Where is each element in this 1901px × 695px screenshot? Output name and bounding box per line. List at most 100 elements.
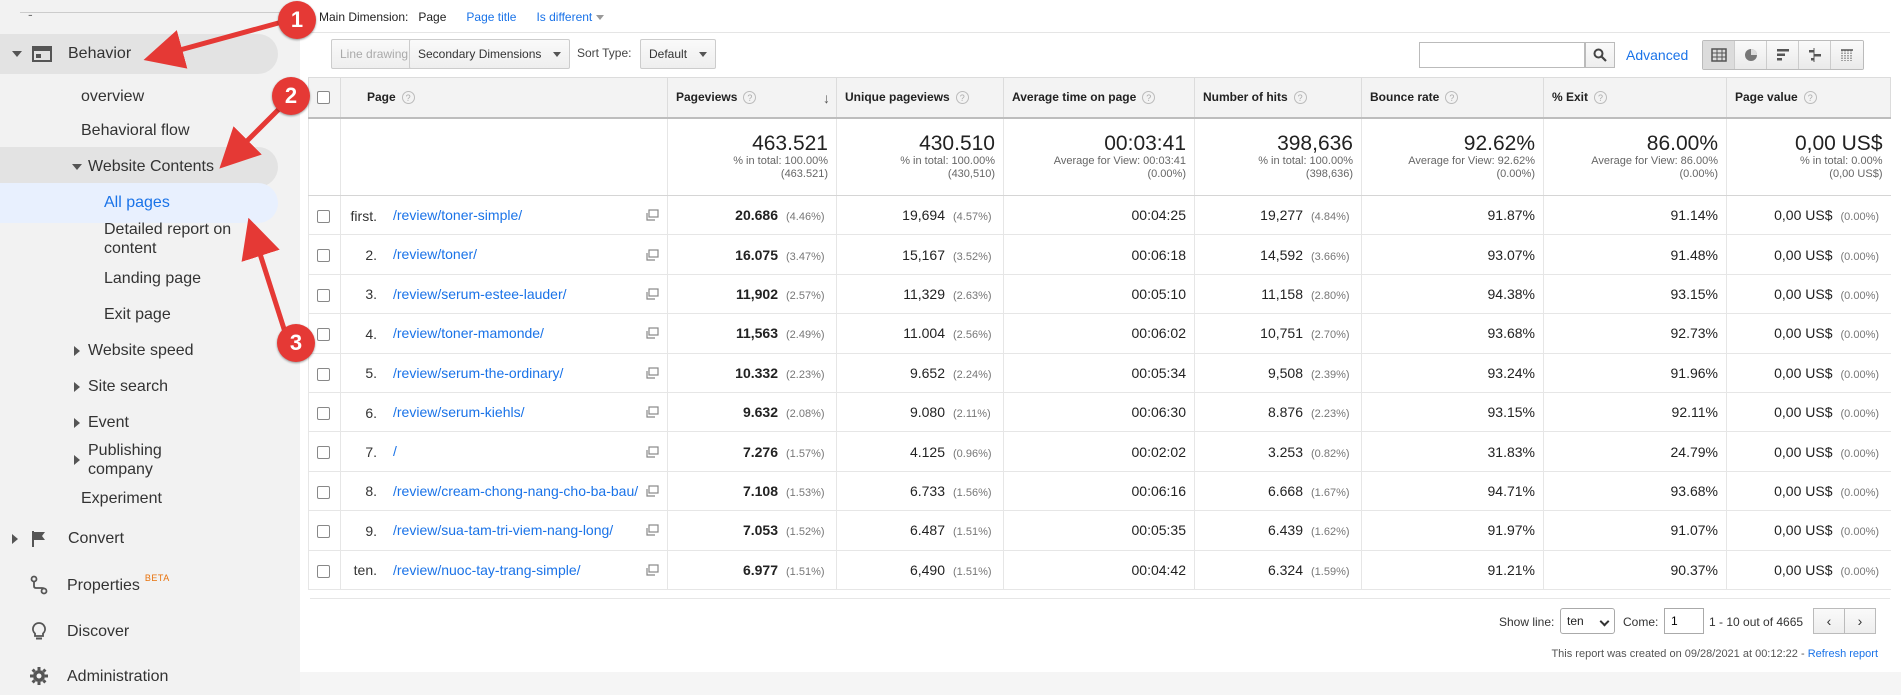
refresh-report-link[interactable]: Refresh report xyxy=(1807,648,1878,660)
sidebar-item-event[interactable]: Event xyxy=(74,413,129,432)
come-label: Come: xyxy=(1623,615,1659,629)
comparison-view-button[interactable] xyxy=(1799,41,1831,69)
sidebar-item-properties[interactable]: Properties BETA xyxy=(29,573,170,595)
sort-descending-icon[interactable]: ↓ xyxy=(823,90,830,106)
row-checkbox[interactable] xyxy=(317,367,330,381)
exit-cell: 93.68% xyxy=(1543,471,1727,512)
page-value-percent: (0.00%) xyxy=(1840,486,1880,499)
sidebar-item-website-contents[interactable]: Website Contents xyxy=(72,157,214,176)
row-checkbox[interactable] xyxy=(317,525,330,539)
help-icon[interactable]: ? xyxy=(401,91,415,105)
pageviews-percent: (1.57%) xyxy=(786,447,825,460)
help-icon[interactable]: ? xyxy=(1594,91,1608,105)
page-link[interactable]: / xyxy=(393,443,397,460)
sidebar-item-discover[interactable]: Discover xyxy=(29,621,129,641)
search-input[interactable] xyxy=(1419,42,1585,68)
sidebar-item-behavioral-flow[interactable]: Behavioral flow xyxy=(81,121,190,140)
row-checkbox[interactable] xyxy=(317,446,330,460)
select-all-checkbox[interactable] xyxy=(317,91,330,105)
next-page-button[interactable]: › xyxy=(1844,608,1876,634)
sidebar-item-experiment[interactable]: Experiment xyxy=(81,489,162,508)
advanced-link[interactable]: Advanced xyxy=(1626,47,1689,63)
open-in-new-icon[interactable] xyxy=(646,327,659,339)
table-row: 9. /review/sua-tam-tri-viem-nang-long/ 7.… xyxy=(308,510,1891,551)
sidebar-item-landing-page[interactable]: Landing page xyxy=(104,269,201,288)
pageviews-cell: 16.075 (3.47%) xyxy=(667,234,837,275)
page-link[interactable]: /review/sua-tam-tri-viem-nang-long/ xyxy=(393,522,614,539)
sidebar-item-administration[interactable]: Administration xyxy=(29,666,168,686)
secondary-dimensions-dropdown[interactable]: Secondary Dimensions xyxy=(409,39,571,69)
row-checkbox[interactable] xyxy=(317,328,330,342)
pie-view-button[interactable] xyxy=(1735,41,1767,69)
help-icon[interactable]: ? xyxy=(743,91,757,105)
page-title-link[interactable]: Page title xyxy=(466,10,517,24)
row-checkbox[interactable] xyxy=(317,209,330,223)
totals-empty-cell xyxy=(308,117,341,196)
header-bounce-rate[interactable]: Bounce rate? xyxy=(1361,77,1544,119)
header-hits[interactable]: Number of hits? xyxy=(1194,77,1362,119)
row-checkbox[interactable] xyxy=(317,288,330,302)
open-in-new-icon[interactable] xyxy=(646,209,659,221)
row-checkbox[interactable] xyxy=(317,564,330,578)
header-page[interactable]: Page? xyxy=(340,77,668,119)
open-in-new-icon[interactable] xyxy=(646,485,659,497)
open-in-new-icon[interactable] xyxy=(646,524,659,536)
pageviews-cell: 10.332 (2.23%) xyxy=(667,353,837,393)
sidebar-item-behavior[interactable]: Behavior xyxy=(12,44,131,63)
line-drawing-button[interactable]: Line drawing xyxy=(331,39,418,69)
row-checkbox[interactable] xyxy=(317,485,330,499)
open-in-new-icon[interactable] xyxy=(646,367,659,379)
sidebar-item-publishing-company[interactable]: Publishing company xyxy=(74,441,204,479)
hits-cell: 3.253 (0.82%) xyxy=(1194,431,1362,472)
main-dimension-page[interactable]: Page xyxy=(418,10,447,24)
unique-pageviews-value: 6.487 xyxy=(909,522,945,539)
open-in-new-icon[interactable] xyxy=(646,288,659,300)
header-avg-time[interactable]: Average time on page? xyxy=(1003,77,1195,119)
page-link[interactable]: /review/toner-simple/ xyxy=(393,207,523,224)
header-pageviews[interactable]: Pageviews? ↓ xyxy=(667,77,837,119)
avg-time-cell: 00:06:16 xyxy=(1003,471,1195,512)
is-different-link[interactable]: Is different xyxy=(536,10,605,24)
page-link[interactable]: /review/nuoc-tay-trang-simple/ xyxy=(393,561,581,578)
page-link[interactable]: /review/toner-mamonde/ xyxy=(393,325,544,342)
row-checkbox[interactable] xyxy=(317,406,330,420)
sidebar-item-website-speed[interactable]: Website speed xyxy=(74,341,194,360)
table-view-button[interactable] xyxy=(1703,41,1735,69)
pivot-view-button[interactable] xyxy=(1831,41,1863,69)
help-icon[interactable]: ? xyxy=(1142,91,1156,105)
sidebar-item-all-pages[interactable]: All pages xyxy=(104,193,170,212)
page-link[interactable]: /review/cream-chong-nang-cho-ba-bau/ xyxy=(393,482,639,499)
sidebar-item-label: All pages xyxy=(104,194,170,211)
prev-page-button[interactable]: ‹ xyxy=(1813,608,1845,634)
open-in-new-icon[interactable] xyxy=(646,445,659,458)
open-in-new-icon[interactable] xyxy=(646,406,659,418)
goto-page-input[interactable] xyxy=(1664,608,1704,634)
open-in-new-icon[interactable] xyxy=(646,248,659,261)
row-checkbox[interactable] xyxy=(317,249,330,263)
page-link[interactable]: /review/serum-kiehls/ xyxy=(393,404,525,421)
bar-list-icon xyxy=(1776,49,1789,61)
sidebar-item-convert[interactable]: Convert xyxy=(12,529,124,548)
help-icon[interactable]: ? xyxy=(1293,91,1307,105)
sidebar-item-site-search[interactable]: Site search xyxy=(74,377,168,396)
performance-view-button[interactable] xyxy=(1767,41,1799,69)
sidebar-item-exit-page[interactable]: Exit page xyxy=(104,305,171,324)
header-unique-pageviews[interactable]: Unique pageviews? xyxy=(836,77,1004,119)
sort-type-dropdown[interactable]: Default xyxy=(640,39,717,69)
help-icon[interactable]: ? xyxy=(1445,91,1459,105)
page-link[interactable]: /review/serum-estee-lauder/ xyxy=(393,285,567,302)
search-button[interactable] xyxy=(1585,42,1615,68)
help-icon[interactable]: ? xyxy=(1803,91,1817,105)
header-exit[interactable]: % Exit? xyxy=(1543,77,1727,119)
page-link[interactable]: /review/serum-the-ordinary/ xyxy=(393,364,564,381)
main-dimension-bar: Main Dimension: Page Page title Is diffe… xyxy=(319,10,605,24)
open-in-new-icon[interactable] xyxy=(646,564,659,576)
rows-per-page-select[interactable]: ten xyxy=(1560,608,1615,634)
page-link[interactable]: /review/toner/ xyxy=(393,246,478,263)
total-page-value: 0,00 US$% in total: 0.00% (0,00 US$) xyxy=(1726,117,1891,196)
expand-icon xyxy=(74,345,80,356)
header-page-value[interactable]: Page value? xyxy=(1726,77,1891,119)
sidebar-item-detailed-report[interactable]: Detailed report on content xyxy=(104,220,254,258)
sidebar-item-overview[interactable]: overview xyxy=(81,87,144,106)
help-icon[interactable]: ? xyxy=(955,91,969,105)
